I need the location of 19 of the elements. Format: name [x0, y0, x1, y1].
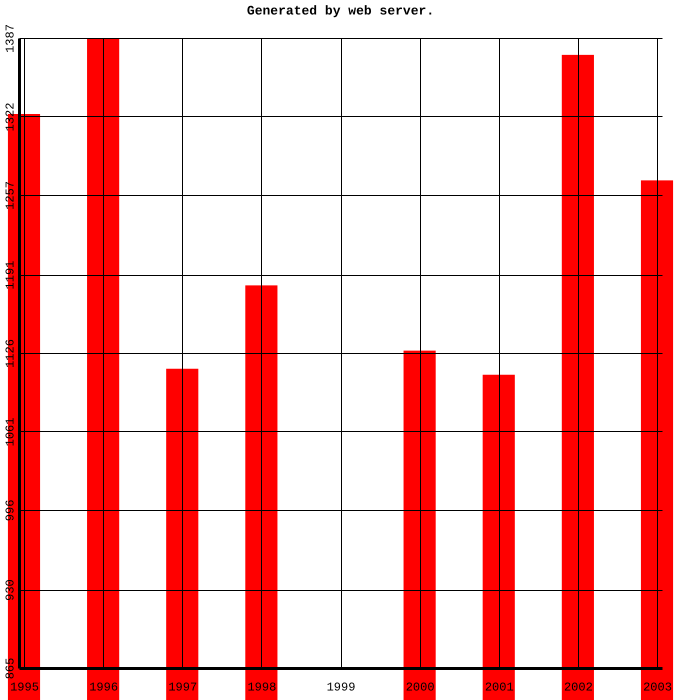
x-tick-label: 1995 [10, 680, 39, 694]
x-tick-label: 2000 [406, 680, 435, 694]
chart-title: Generated by web server. [246, 4, 434, 19]
y-tick-label: 1387 [4, 24, 18, 53]
x-tick-label: 1999 [326, 680, 356, 694]
x-tick-label: 1998 [247, 680, 276, 694]
x-tick-label: 2002 [564, 680, 593, 694]
y-tick-label: 1126 [4, 339, 18, 368]
y-tick-label: 1061 [4, 418, 18, 446]
y-tick-label: 1257 [4, 180, 18, 210]
y-tick-label: 996 [4, 500, 18, 522]
x-tick-label: 1996 [89, 680, 118, 694]
x-tick-label: 2001 [484, 680, 514, 694]
y-tick-label: 865 [4, 658, 18, 680]
x-tick-label: 1997 [168, 680, 198, 694]
y-tick-label: 1322 [4, 102, 18, 132]
x-tick-label: 2003 [643, 680, 672, 694]
y-tick-label: 930 [4, 579, 18, 601]
y-tick-label: 1191 [4, 260, 18, 290]
